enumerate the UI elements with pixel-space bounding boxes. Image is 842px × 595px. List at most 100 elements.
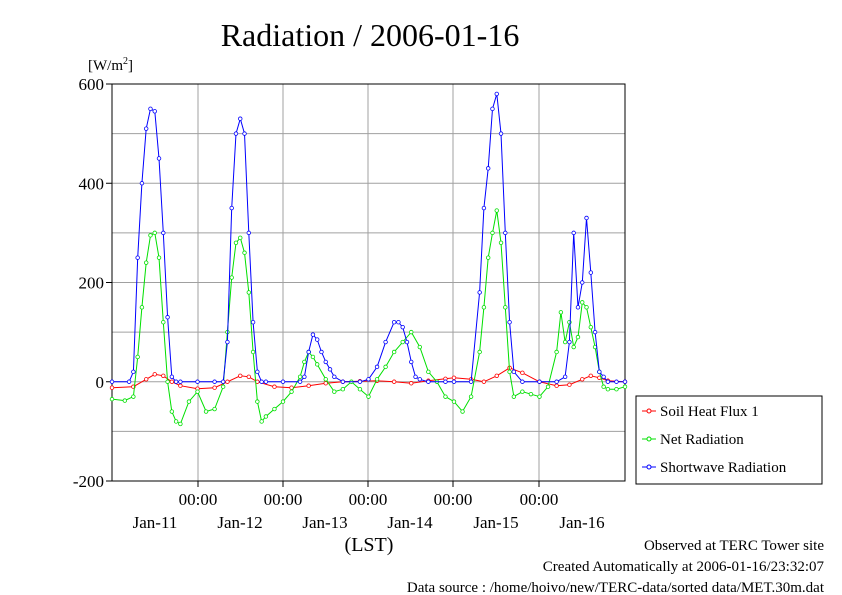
data-point-shortwave-radiation (490, 106, 495, 112)
series-net-radiation (109, 208, 628, 427)
legend-marker-soil-heat-flux-1 (646, 408, 652, 414)
data-point-net-radiation (131, 394, 136, 399)
data-point-shortwave-radiation (161, 230, 166, 236)
y-axis-label: [W/m2] (88, 56, 133, 74)
data-point-net-radiation (554, 349, 559, 355)
data-point-shortwave-radiation (302, 374, 307, 379)
legend-label-net-radiation: Net Radiation (660, 432, 744, 448)
data-point-soil-heat-flux-1 (246, 374, 251, 379)
data-point-soil-heat-flux-1 (178, 383, 183, 388)
x-axis-label: (LST) (345, 534, 394, 556)
grid-lines (112, 84, 625, 481)
data-point-net-radiation (143, 260, 149, 265)
data-point-shortwave-radiation (263, 379, 269, 384)
data-point-shortwave-radiation (340, 379, 346, 384)
legend-label-soil-heat-flux-1: Soil Heat Flux 1 (660, 404, 759, 420)
data-point-shortwave-radiation (250, 320, 256, 325)
data-point-net-radiation (332, 389, 337, 394)
data-point-net-radiation (302, 359, 307, 365)
data-point-shortwave-radiation (417, 377, 422, 382)
data-point-net-radiation (417, 344, 422, 350)
data-point-shortwave-radiation (246, 230, 251, 236)
data-point-net-radiation (238, 235, 243, 241)
data-point-net-radiation (148, 233, 153, 238)
data-point-shortwave-radiation (131, 369, 136, 375)
data-point-net-radiation (426, 369, 431, 375)
data-point-shortwave-radiation (297, 379, 303, 384)
data-point-shortwave-radiation (306, 349, 311, 355)
data-point-net-radiation (315, 362, 320, 367)
x-tick-date: Jan-16 (559, 513, 604, 532)
data-point-shortwave-radiation (575, 305, 581, 310)
data-point-soil-heat-flux-1 (451, 375, 457, 380)
data-point-shortwave-radiation (139, 181, 145, 186)
data-point-net-radiation (165, 379, 170, 384)
y-tick-label: 400 (79, 174, 105, 193)
data-point-shortwave-radiation (135, 255, 140, 260)
data-point-net-radiation (250, 349, 256, 355)
data-point-shortwave-radiation (486, 166, 491, 171)
data-point-net-radiation (545, 384, 551, 389)
data-point-net-radiation (135, 354, 140, 360)
data-point-net-radiation (391, 349, 397, 355)
data-point-net-radiation (109, 396, 115, 402)
data-point-shortwave-radiation (126, 379, 132, 384)
data-point-shortwave-radiation (255, 369, 260, 375)
data-point-shortwave-radiation (212, 379, 217, 384)
data-point-shortwave-radiation (571, 230, 576, 236)
y-axis-label-superscript: 2 (123, 56, 128, 67)
series-group (109, 91, 628, 427)
chart-title: Radiation / 2006-01-16 (221, 17, 520, 53)
data-point-net-radiation (558, 310, 564, 315)
data-point-net-radiation (451, 399, 457, 404)
y-axis-ticks: 600 400 200 0 -200 (73, 75, 112, 491)
footer-created: Created Automatically at 2006-01-16/23:3… (543, 559, 825, 575)
data-point-net-radiation (614, 386, 619, 392)
data-point-soil-heat-flux-1 (212, 385, 217, 390)
data-point-shortwave-radiation (152, 109, 157, 114)
data-point-soil-heat-flux-1 (161, 373, 166, 378)
x-tick-time: 00:00 (520, 490, 559, 509)
data-point-net-radiation (310, 354, 316, 360)
legend: Soil Heat Flux 1 Net Radiation Shortwave R… (635, 395, 823, 485)
data-point-shortwave-radiation (588, 270, 593, 275)
data-point-shortwave-radiation (319, 349, 324, 355)
x-tick-date: Jan-12 (217, 513, 262, 532)
data-point-soil-heat-flux-1 (580, 377, 585, 382)
data-point-net-radiation (383, 364, 388, 370)
data-point-net-radiation (571, 344, 576, 350)
data-point-net-radiation (409, 329, 414, 335)
data-point-soil-heat-flux-1 (588, 373, 593, 378)
data-point-shortwave-radiation (597, 369, 602, 375)
data-point-shortwave-radiation (315, 337, 320, 342)
data-point-net-radiation (575, 334, 581, 340)
data-point-soil-heat-flux-1 (494, 373, 499, 378)
data-point-shortwave-radiation (323, 359, 328, 365)
data-point-net-radiation (507, 369, 512, 375)
data-point-soil-heat-flux-1 (520, 370, 525, 376)
legend-marker-shortwave-radiation (646, 464, 652, 470)
series-shortwave-radiation (109, 91, 628, 384)
data-point-net-radiation (297, 374, 303, 379)
data-point-shortwave-radiation (468, 379, 474, 384)
y-axis-label-end: ] (128, 58, 133, 74)
data-point-shortwave-radiation (507, 320, 512, 325)
data-point-shortwave-radiation (178, 379, 183, 384)
data-point-shortwave-radiation (400, 324, 405, 330)
data-point-shortwave-radiation (592, 329, 598, 335)
data-point-net-radiation (246, 290, 251, 295)
data-point-net-radiation (263, 414, 269, 419)
data-point-shortwave-radiation (156, 156, 162, 161)
data-point-shortwave-radiation (562, 374, 568, 379)
data-point-shortwave-radiation (443, 379, 448, 384)
data-point-soil-heat-flux-1 (391, 379, 397, 384)
x-tick-date: Jan-14 (387, 513, 433, 532)
data-point-soil-heat-flux-1 (272, 384, 277, 389)
legend-marker-net-radiation (646, 436, 652, 442)
data-point-shortwave-radiation (622, 379, 628, 384)
y-tick-label: 0 (96, 373, 105, 392)
data-point-soil-heat-flux-1 (481, 379, 487, 384)
data-point-net-radiation (229, 275, 234, 280)
data-point-shortwave-radiation (554, 379, 559, 384)
